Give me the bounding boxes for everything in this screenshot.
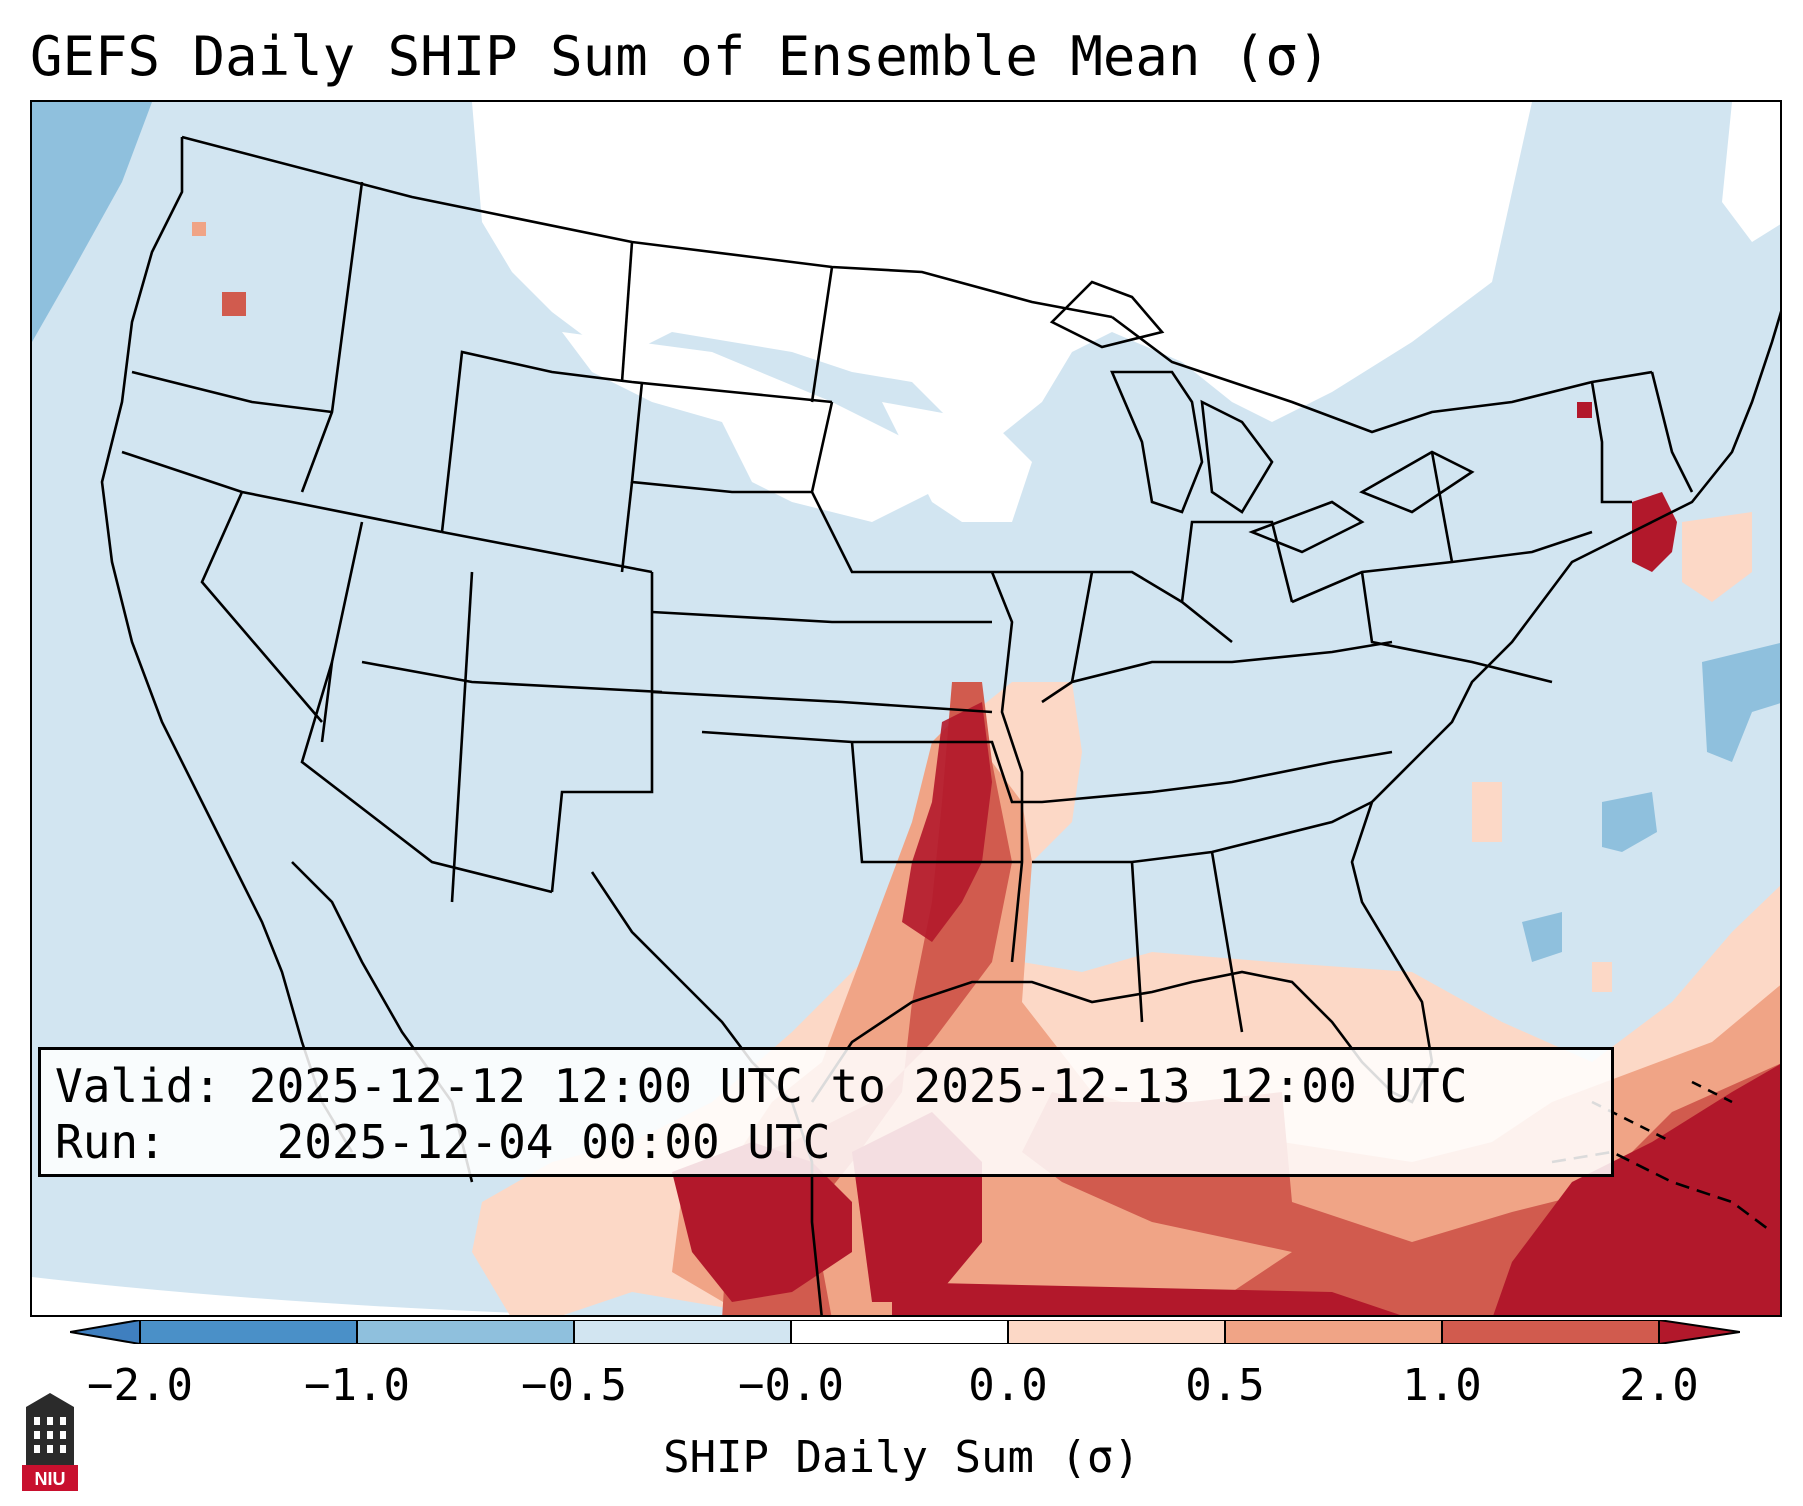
- run-row: Run: 2025-12-04 00:00 UTC: [55, 1114, 1597, 1170]
- colorbar-extend-high: [1659, 1320, 1740, 1344]
- colorbar-tick-label: 0.5: [1185, 1360, 1265, 1411]
- colorbar-bin-6: [1225, 1320, 1442, 1344]
- colorbar-bin-2: [357, 1320, 574, 1344]
- colorbar-bin-4: [791, 1320, 1008, 1344]
- colorbar-tick-label: −0.0: [738, 1360, 844, 1411]
- colorbar-tick-label: −0.5: [521, 1360, 627, 1411]
- colorbar: [70, 1320, 1740, 1344]
- colorbar-tick-label: −2.0: [87, 1360, 193, 1411]
- valid-run-info-box: Valid: 2025-12-12 12:00 UTC to 2025-12-1…: [38, 1047, 1614, 1177]
- colorbar-bin-5: [1008, 1320, 1225, 1344]
- valid-label: Valid:: [55, 1059, 222, 1113]
- colorbar-bin-7: [1442, 1320, 1659, 1344]
- colorbar-tick-label: 2.0: [1619, 1360, 1699, 1411]
- niu-logo: NIU: [22, 1393, 78, 1491]
- run-value: 2025-12-04 00:00 UTC: [276, 1115, 831, 1169]
- logo-text: NIU: [35, 1469, 66, 1489]
- colorbar-tick-label: 0.0: [968, 1360, 1048, 1411]
- colorbar-tick-label: 1.0: [1402, 1360, 1482, 1411]
- colorbar-label: SHIP Daily Sum (σ): [663, 1432, 1140, 1483]
- chart-title: GEFS Daily SHIP Sum of Ensemble Mean (σ): [30, 25, 1331, 88]
- colorbar-bin-1: [140, 1320, 357, 1344]
- valid-row: Valid: 2025-12-12 12:00 UTC to 2025-12-1…: [55, 1058, 1597, 1114]
- valid-value: 2025-12-12 12:00 UTC to 2025-12-13 12:00…: [248, 1059, 1468, 1113]
- colorbar-tick-label: −1.0: [304, 1360, 410, 1411]
- colorbar-extend-low: [70, 1320, 140, 1344]
- run-label: Run:: [55, 1115, 166, 1169]
- colorbar-bin-3: [574, 1320, 791, 1344]
- boundary-lines: [100, 135, 1780, 1315]
